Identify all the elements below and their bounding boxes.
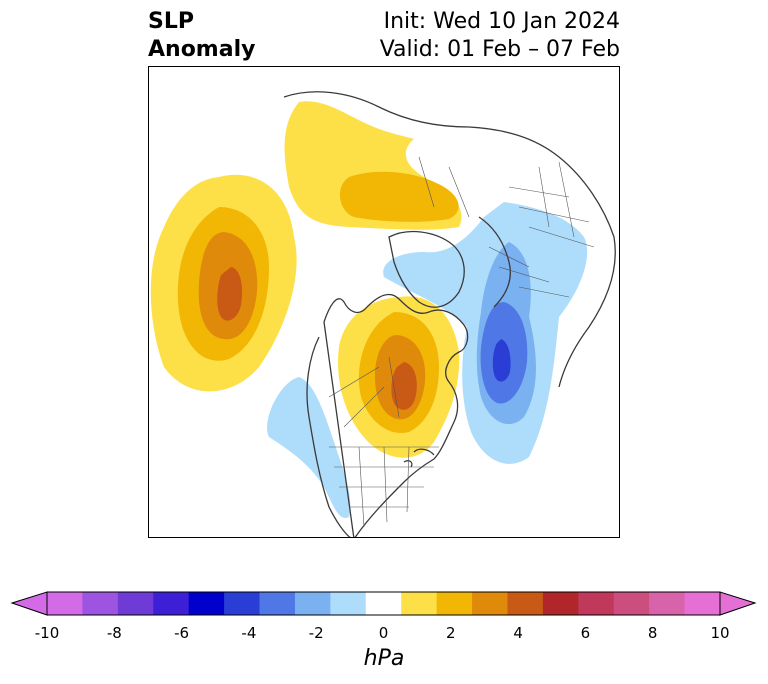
colorbar-cell bbox=[188, 592, 225, 615]
colorbar-tick-label: -6 bbox=[174, 624, 190, 642]
colorbar-cell bbox=[401, 592, 438, 615]
colorbar-cell bbox=[47, 592, 83, 615]
colorbar-cell bbox=[365, 592, 402, 615]
map-title: SLP Anomaly bbox=[148, 8, 255, 64]
colorbar-unit-label: hPa bbox=[363, 646, 405, 671]
colorbar-tick-label: -10 bbox=[34, 624, 60, 642]
title-line-2: Anomaly bbox=[148, 37, 256, 62]
political-borders bbox=[328, 156, 595, 528]
slp-anomaly-map bbox=[150, 91, 616, 537]
arctic-high-2hpa bbox=[339, 171, 459, 222]
atlantic-low-5hpa bbox=[492, 339, 511, 382]
colorbar-tick-label: -4 bbox=[241, 624, 257, 642]
colorbar-cell bbox=[542, 592, 579, 615]
colorbar-cells bbox=[47, 592, 721, 615]
valid-label: Valid: 01 Feb – 07 Feb bbox=[379, 37, 620, 62]
pacific-high-5hpa bbox=[217, 267, 243, 321]
colorbar-tick-label: -8 bbox=[106, 624, 122, 642]
colorbar-tick-label: 10 bbox=[710, 624, 730, 642]
colorbar-cell bbox=[507, 592, 544, 615]
colorbar-cell bbox=[649, 592, 686, 615]
colorbar-tick-label: 8 bbox=[647, 624, 658, 642]
forecast-info: Init: Wed 10 Jan 2024 Valid: 01 Feb – 07… bbox=[380, 8, 620, 64]
eurasia-coastline bbox=[283, 91, 616, 388]
colorbar-tick-label: 4 bbox=[513, 624, 523, 642]
north-america-coastline bbox=[306, 293, 469, 537]
colorbar-cell bbox=[472, 592, 508, 615]
colorbar-cell bbox=[294, 592, 331, 615]
colorbar-cell bbox=[224, 592, 261, 615]
colorbar-cell bbox=[578, 592, 615, 615]
colorbar-cell bbox=[153, 592, 190, 615]
colorbar-cell bbox=[436, 592, 473, 615]
colorbar-cell bbox=[330, 592, 367, 615]
colorbar-cell bbox=[82, 592, 119, 615]
coastlines-and-borders bbox=[283, 91, 616, 537]
greenland-coastline bbox=[388, 230, 465, 308]
west-coast-low-1hpa bbox=[267, 377, 351, 518]
colorbar-extend-high bbox=[719, 591, 757, 616]
map-panel bbox=[148, 66, 620, 538]
us-state-borders bbox=[329, 446, 439, 528]
great-lakes bbox=[403, 448, 435, 468]
canada-province-borders bbox=[328, 356, 400, 428]
colorbar bbox=[10, 591, 757, 616]
colorbar-extend-low bbox=[10, 591, 48, 616]
init-label: Init: Wed 10 Jan 2024 bbox=[383, 9, 620, 34]
colorbar-tick-label: 6 bbox=[580, 624, 591, 642]
colorbar-tick-label: 0 bbox=[378, 624, 389, 642]
title-line-1: SLP bbox=[148, 9, 194, 34]
colorbar-cell bbox=[259, 592, 296, 615]
colorbar-tick-label: -2 bbox=[308, 624, 324, 642]
colorbar-cell bbox=[613, 592, 650, 615]
colorbar-outline bbox=[46, 591, 721, 616]
colorbar-tick-label: 2 bbox=[446, 624, 456, 642]
colorbar-cell bbox=[684, 592, 721, 615]
hudson-high-4hpa bbox=[391, 362, 417, 410]
anomaly-shading bbox=[150, 101, 588, 518]
colorbar-cell bbox=[117, 592, 154, 615]
europe-asia-borders bbox=[418, 156, 595, 298]
